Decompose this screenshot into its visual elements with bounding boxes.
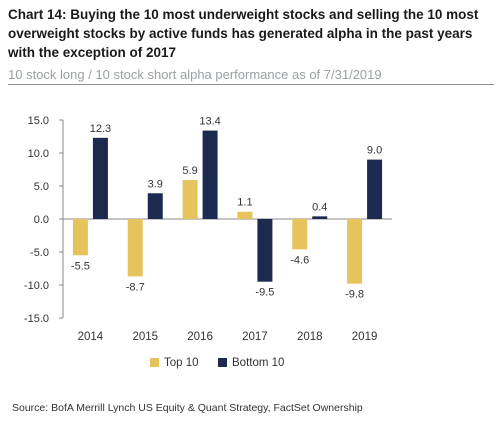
data-label: 3.9: [148, 178, 163, 190]
bar-top-10-2016: [182, 180, 198, 219]
legend-swatch-top-10: [150, 358, 159, 367]
data-label: 1.1: [237, 197, 252, 209]
y-tick-label: 10.0: [28, 148, 49, 160]
data-label: 9.0: [367, 145, 382, 157]
source-note: Source: BofA Merrill Lynch US Equity & Q…: [12, 402, 363, 414]
legend-swatch-bottom-10: [218, 358, 227, 367]
chart-subtitle: 10 stock long / 10 stock short alpha per…: [8, 67, 494, 85]
bar-bottom-10-2014: [92, 137, 108, 219]
bar-top-10-2019: [347, 219, 363, 284]
data-label: -9.8: [345, 289, 364, 301]
data-label: -5.5: [71, 260, 90, 272]
bar-bottom-10-2019: [367, 159, 383, 219]
x-tick-label: 2016: [187, 331, 213, 343]
bar-bottom-10-2015: [147, 193, 163, 219]
legend-label: Bottom 10: [232, 357, 284, 369]
x-tick-label: 2014: [78, 331, 104, 343]
x-tick-label: 2015: [132, 331, 158, 343]
bar-top-10-2015: [127, 219, 143, 277]
legend-label: Top 10: [164, 357, 199, 369]
x-tick-label: 2019: [352, 331, 378, 343]
data-label: 0.4: [312, 201, 327, 213]
bar-bottom-10-2018: [312, 216, 328, 219]
x-axis-labels: 2014 2015 2016 2017 2018 2019: [78, 331, 378, 343]
y-axis: 15.0 10.0 5.0 0.0 -5.0 -10.0 -15.0: [24, 115, 392, 325]
y-tick-label: -5.0: [30, 247, 49, 259]
bar-top-10-2017: [237, 211, 253, 219]
data-label: -9.5: [255, 287, 274, 299]
x-tick-label: 2018: [297, 331, 323, 343]
chart-title: Chart 14: Buying the 10 most underweight…: [8, 7, 479, 60]
bar-bottom-10-2017: [257, 219, 273, 282]
data-label: -8.7: [126, 281, 145, 293]
data-label: -4.6: [290, 254, 309, 266]
y-tick-label: 5.0: [34, 181, 49, 193]
x-tick-label: 2017: [242, 331, 268, 343]
data-label: 5.9: [182, 165, 197, 177]
data-label: 13.4: [199, 116, 220, 128]
y-tick-label: 0.0: [34, 214, 49, 226]
y-tick-label: -15.0: [24, 313, 49, 325]
bar-top-10-2014: [72, 219, 88, 256]
data-labels: -5.5 12.3 -8.7 3.9 5.9 13.4 1.1 -9.5 -4.6 0.4 -9.8…: [71, 116, 382, 301]
bar-top-10-2018: [292, 219, 308, 250]
legend: Top 10 Bottom 10: [150, 357, 284, 369]
bars: [72, 130, 383, 284]
y-tick-label: -10.0: [24, 280, 49, 292]
y-tick-label: 15.0: [28, 115, 49, 127]
bar-bottom-10-2016: [202, 130, 218, 219]
data-label: 12.3: [90, 123, 111, 135]
